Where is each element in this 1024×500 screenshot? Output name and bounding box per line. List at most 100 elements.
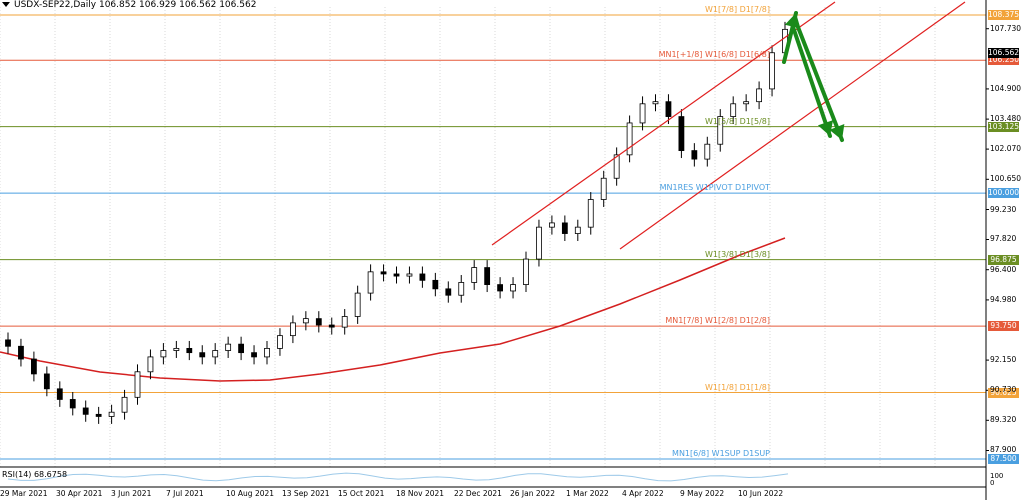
level-label: W1[5/8] D1[5/8] bbox=[704, 116, 770, 126]
candle-body bbox=[225, 343, 232, 351]
rsi-line bbox=[7, 472, 789, 482]
candle-body bbox=[341, 316, 348, 328]
date-label: 18 Nov 2021 bbox=[396, 489, 445, 498]
candle-body bbox=[69, 399, 76, 409]
candle-body bbox=[251, 352, 257, 358]
dropdown-icon[interactable] bbox=[2, 2, 10, 7]
level-label: W1[1/8] D1[1/8] bbox=[704, 382, 770, 392]
candle-body bbox=[458, 282, 465, 296]
candle-body bbox=[121, 396, 128, 413]
price-tick: 90.730 bbox=[990, 385, 1017, 395]
down-arrow-1 bbox=[794, 20, 844, 142]
candle-body bbox=[445, 288, 452, 296]
price-tick: 104.900 bbox=[990, 83, 1022, 93]
date-label: 7 Jul 2021 bbox=[166, 489, 204, 498]
murrey-levels bbox=[0, 14, 986, 460]
date-label: 29 Mar 2021 bbox=[0, 489, 48, 498]
level-label: W1[7/8] D1[7/8] bbox=[704, 5, 770, 14]
candle-body bbox=[5, 339, 11, 347]
level-badge: 106.250 bbox=[988, 55, 1020, 66]
price-tick: 94.980 bbox=[990, 294, 1017, 304]
candle-body bbox=[549, 222, 555, 228]
candle-body bbox=[30, 358, 37, 375]
candle-body bbox=[238, 343, 245, 354]
candle-body bbox=[639, 103, 646, 124]
candle-body bbox=[367, 271, 374, 294]
level-badge: 90.625 bbox=[988, 387, 1019, 398]
current-price-badge: 106.562 bbox=[988, 47, 1020, 58]
channel-lower bbox=[619, 1, 966, 250]
candle-body bbox=[769, 52, 775, 90]
symbol-info: USDX-SEP22,Daily 106.852 106.929 106.562… bbox=[14, 0, 257, 10]
candle-body bbox=[652, 101, 659, 105]
candle-body bbox=[108, 411, 115, 417]
symbol-header: USDX-SEP22,Daily 106.852 106.929 106.562… bbox=[2, 0, 256, 10]
candle-body bbox=[432, 279, 439, 290]
date-label: 10 Aug 2021 bbox=[226, 489, 275, 498]
candle-body bbox=[587, 199, 594, 228]
trend-channel bbox=[491, 1, 966, 250]
price-tick: 92.150 bbox=[990, 355, 1017, 365]
price-tick: 103.480 bbox=[990, 114, 1022, 124]
price-tick: 100.650 bbox=[990, 174, 1022, 184]
candle-body bbox=[289, 322, 296, 337]
date-label: 9 May 2022 bbox=[680, 489, 725, 498]
candle-body bbox=[43, 373, 50, 390]
down-arrow-1-head bbox=[829, 124, 845, 140]
date-label: 30 Apr 2021 bbox=[56, 489, 103, 498]
candle-body bbox=[626, 122, 633, 156]
candle-body bbox=[147, 356, 154, 373]
date-label: 22 Dec 2021 bbox=[454, 489, 502, 498]
candle-body bbox=[354, 292, 361, 317]
candle-body bbox=[406, 273, 413, 277]
date-label: 15 Oct 2021 bbox=[338, 489, 385, 498]
level-badge: 87.500 bbox=[988, 454, 1019, 464]
candle-body bbox=[743, 101, 750, 105]
price-tick: 102.070 bbox=[990, 144, 1022, 154]
candle-body bbox=[756, 88, 762, 103]
candle-body bbox=[186, 347, 193, 354]
level-badge: 100.000 bbox=[988, 188, 1020, 199]
price-tick: 107.730 bbox=[990, 23, 1022, 33]
candle-body bbox=[328, 324, 335, 328]
moving-average bbox=[0, 237, 786, 382]
rsi-axis-bottom: 0 bbox=[990, 479, 995, 487]
candle-body bbox=[730, 103, 737, 117]
candle-body bbox=[82, 407, 89, 415]
candle-body bbox=[380, 271, 387, 275]
candle-body bbox=[160, 350, 167, 358]
price-tick: 96.400 bbox=[990, 264, 1017, 274]
candle-body bbox=[302, 318, 309, 324]
level-badge: 93.750 bbox=[988, 321, 1019, 332]
candle-body bbox=[212, 350, 219, 358]
date-label: 3 Jun 2021 bbox=[111, 489, 152, 498]
level-badge: 103.125 bbox=[988, 121, 1020, 132]
candle-body bbox=[56, 388, 63, 400]
price-tick: 97.820 bbox=[990, 234, 1017, 244]
price-tick: 87.900 bbox=[990, 445, 1017, 455]
candle-body bbox=[471, 267, 478, 283]
candle-body bbox=[561, 222, 568, 234]
candle-body bbox=[264, 347, 270, 358]
level-badge: 108.375 bbox=[988, 10, 1020, 20]
candle-body bbox=[574, 226, 581, 234]
candle-body bbox=[510, 284, 516, 292]
level-label: W1[3/8] D1[3/8] bbox=[704, 249, 770, 259]
candle-body bbox=[497, 284, 504, 292]
candle-body bbox=[419, 273, 426, 281]
channel-upper bbox=[491, 1, 836, 246]
candle-body bbox=[717, 116, 724, 145]
rsi-axis-top: 100 bbox=[990, 472, 1004, 480]
candle-body bbox=[393, 273, 400, 277]
candle-body bbox=[277, 335, 283, 349]
level-label: MN1RES W1PIVOT D1PIVOT bbox=[659, 183, 770, 193]
ma-line bbox=[0, 237, 786, 382]
candle-body bbox=[536, 226, 542, 260]
candle-body bbox=[704, 143, 711, 160]
date-label: 26 Jan 2022 bbox=[510, 489, 555, 498]
level-label: MN1[7/8] W1[2/8] D1[2/8] bbox=[665, 316, 770, 326]
candle-body bbox=[691, 150, 698, 160]
down-arrow-2-head bbox=[817, 120, 834, 136]
date-label: 13 Sep 2021 bbox=[282, 489, 330, 498]
